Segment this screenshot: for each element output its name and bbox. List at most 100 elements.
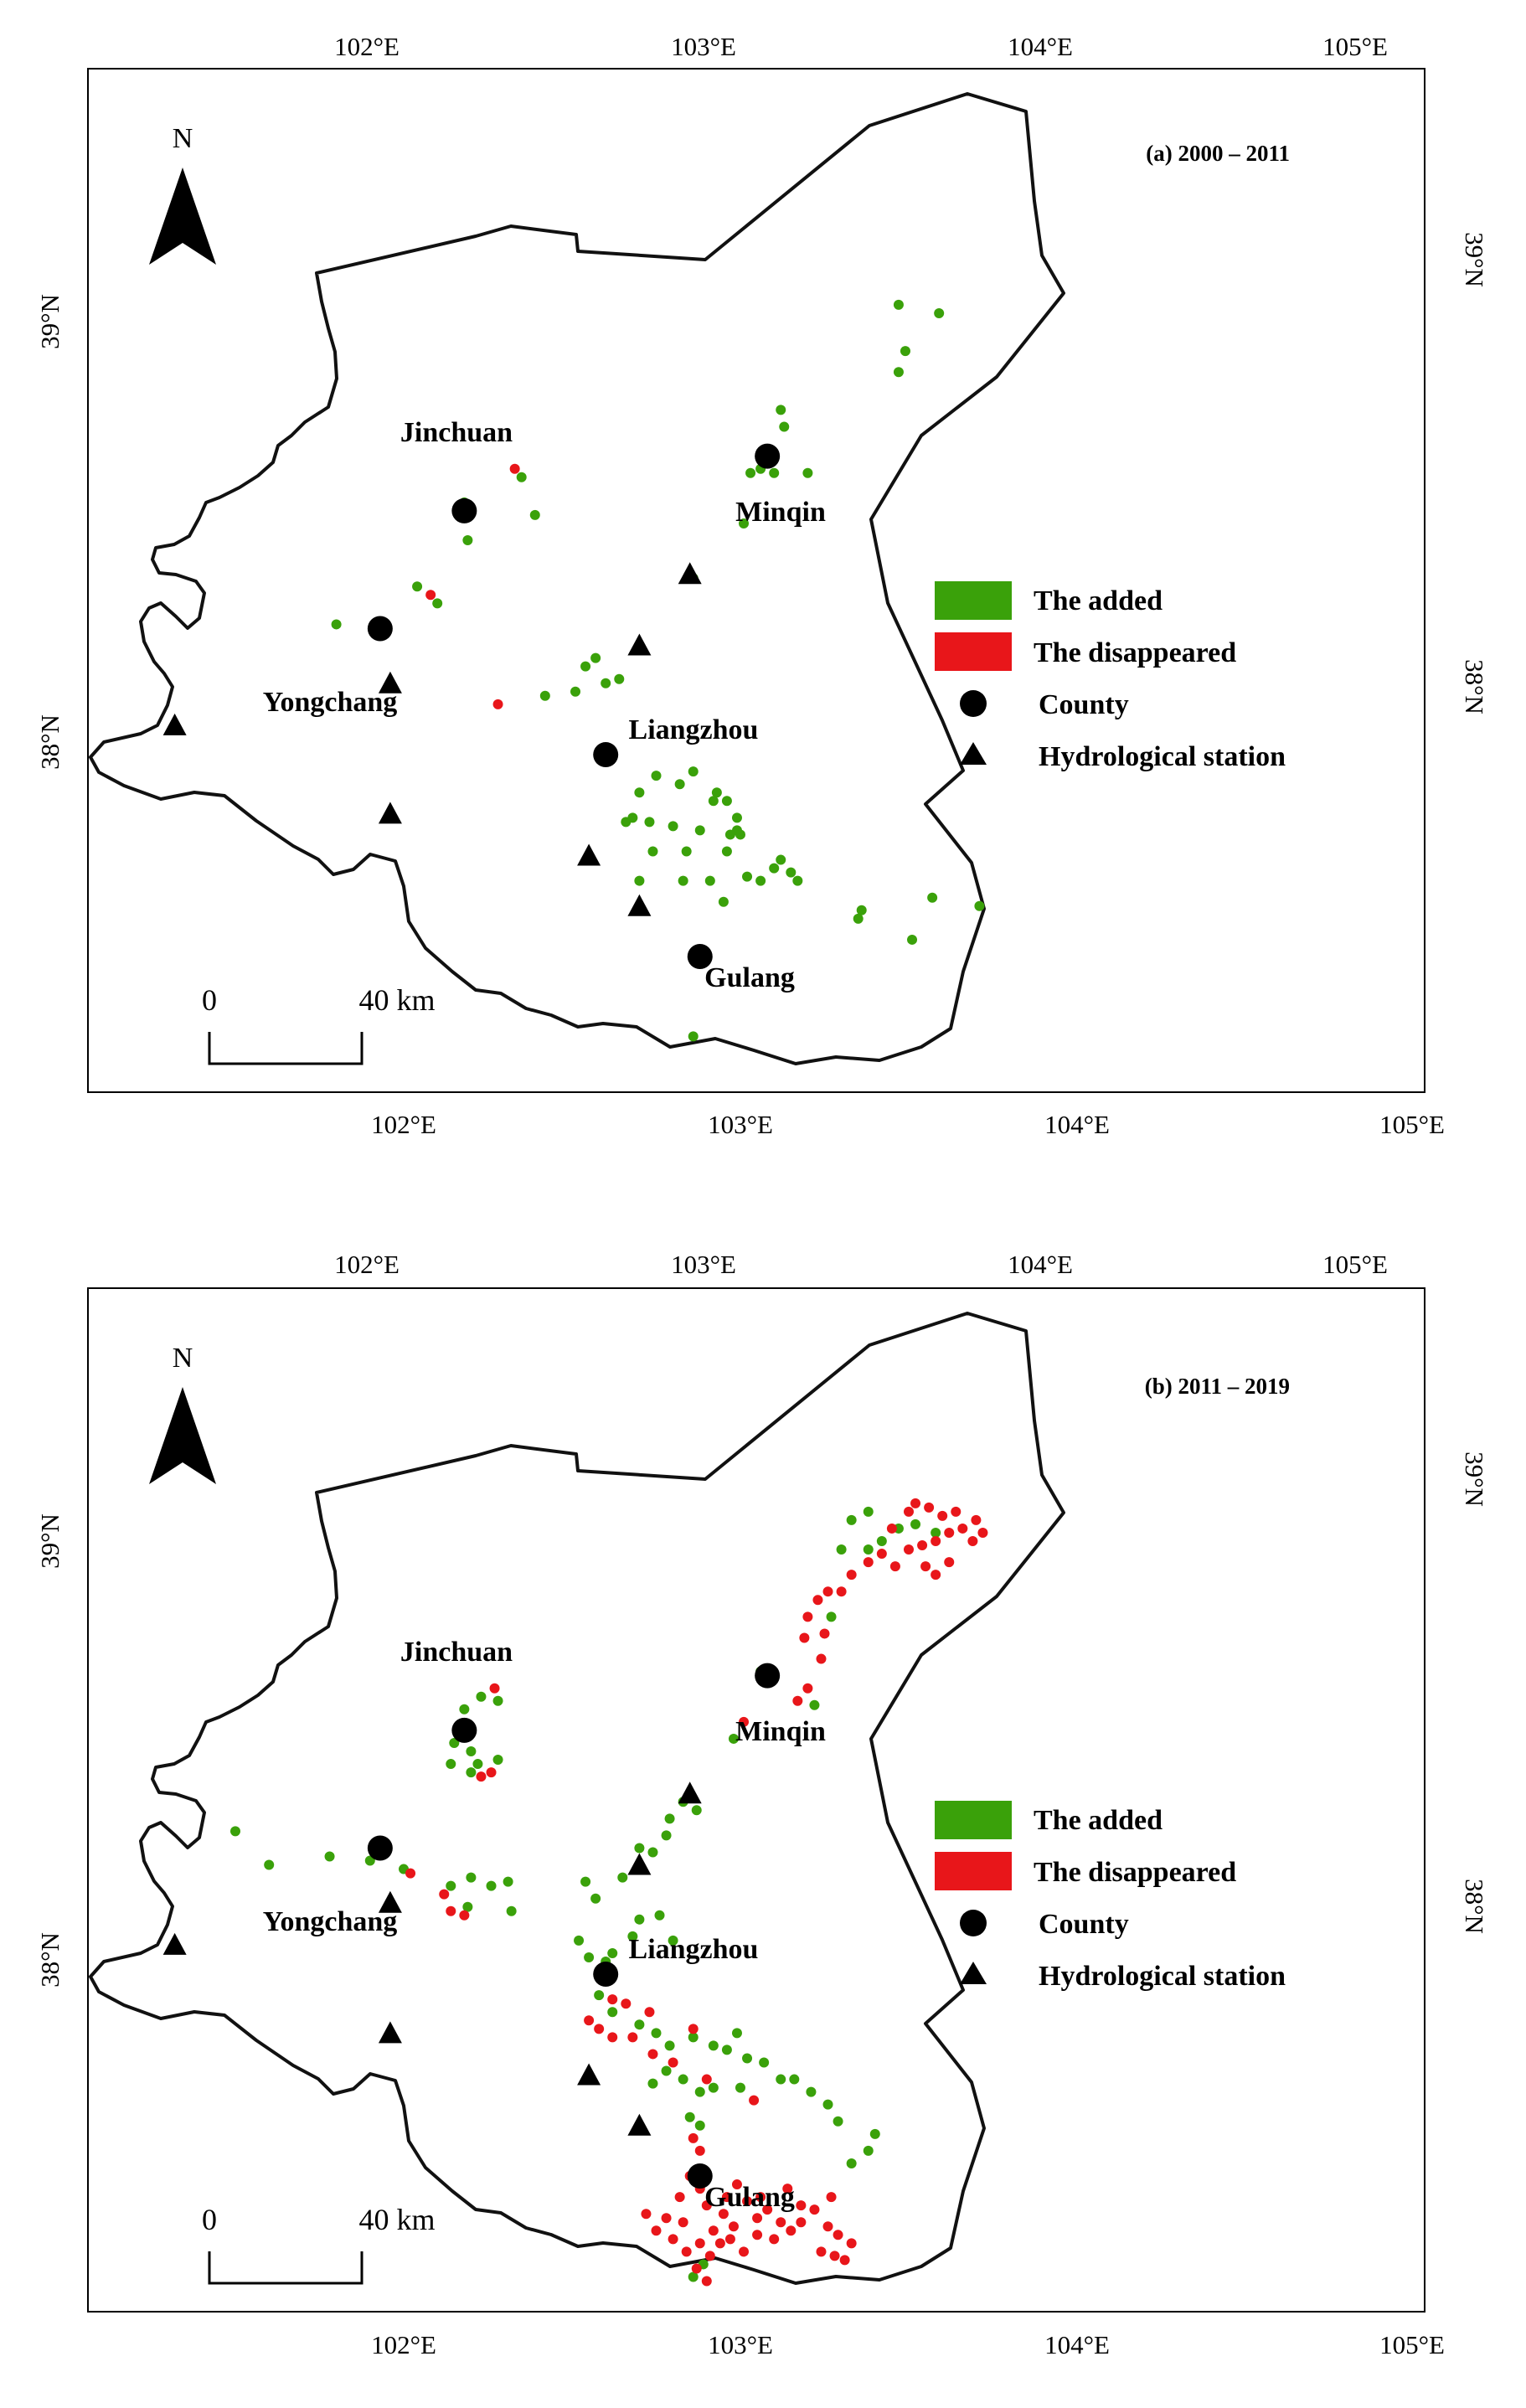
added-point: [735, 2082, 745, 2093]
added-point: [776, 854, 786, 865]
lon-tick-label: 103°E: [708, 2330, 773, 2359]
disappeared-point: [920, 1561, 931, 1572]
disappeared-point: [829, 2251, 840, 2261]
scale-bar-line: [208, 1032, 363, 1065]
added-point: [674, 779, 685, 790]
added-point: [779, 421, 790, 432]
place-label-liangzhou: Liangzhou: [629, 714, 759, 745]
station-marker-icon: [162, 1932, 187, 1955]
disappeared-point: [977, 1527, 988, 1538]
lon-tick-label: 105°E: [1322, 32, 1388, 61]
disappeared-point: [819, 1628, 830, 1639]
place-label-yongchang: Yongchang: [263, 1906, 398, 1937]
disappeared-point: [661, 2213, 672, 2224]
added-point: [230, 1826, 240, 1837]
lon-tick-label: 104°E: [1008, 32, 1073, 61]
disappeared-point: [889, 1561, 900, 1572]
disappeared-point: [718, 2209, 729, 2220]
station-marker-icon: [577, 843, 601, 866]
added-point: [863, 2145, 874, 2156]
scale-bar-end: 40 km: [358, 983, 435, 1017]
added-point: [607, 2007, 618, 2018]
added-point: [776, 2074, 786, 2085]
added-point: [664, 2040, 675, 2051]
added-point: [893, 367, 904, 378]
added-point: [745, 467, 756, 478]
added-point: [769, 863, 780, 874]
disappeared-point: [944, 1557, 955, 1568]
added-point: [708, 2040, 719, 2051]
map-frame: [87, 1287, 1425, 2313]
disappeared-point: [701, 2074, 712, 2085]
added-point: [863, 1544, 874, 1555]
disappeared-point: [816, 1653, 827, 1664]
disappeared-point: [937, 1510, 948, 1521]
north-arrow: N: [149, 1343, 216, 1484]
added-point: [529, 509, 540, 520]
lon-tick-label: 104°E: [1044, 2330, 1110, 2359]
scale-bar-zero: 0: [202, 2203, 217, 2236]
disappeared-point: [724, 2234, 735, 2245]
added-point: [833, 2116, 843, 2127]
added-point: [769, 467, 780, 478]
disappeared-point: [833, 2230, 843, 2240]
disappeared-point: [647, 2049, 658, 2060]
added-point: [934, 307, 945, 318]
disappeared-point: [607, 2032, 618, 2043]
county-marker-yongchang: [367, 1835, 393, 1861]
disappeared-point: [910, 1498, 921, 1508]
added-point: [476, 1691, 487, 1702]
legend-station-icon: [960, 742, 987, 765]
disappeared-point: [749, 2095, 760, 2106]
added-point: [462, 1901, 473, 1912]
panel-title: (a) 2000 – 2011: [1146, 141, 1290, 166]
north-arrow-icon: [149, 168, 216, 265]
place-label-minqin: Minqin: [735, 1716, 826, 1747]
place-label-liangzhou: Liangzhou: [629, 1934, 759, 1965]
county-markers: [367, 1663, 781, 2189]
station-marker-icon: [577, 2063, 601, 2086]
legend-disappeared-swatch: [935, 632, 1012, 671]
station-marker-icon: [162, 713, 187, 735]
added-point: [516, 472, 527, 482]
panel-a: 102°E 103°E 104°E 105°E 102°E 103°E 104°…: [35, 32, 1489, 1139]
added-point: [446, 1759, 456, 1770]
disappeared-point: [799, 1632, 810, 1643]
county-marker-gulang: [687, 944, 713, 970]
disappeared-point: [846, 1570, 857, 1580]
disappeared-point: [509, 463, 520, 474]
added-point: [570, 686, 581, 697]
lat-tick-label: 38°N: [35, 714, 64, 770]
disappeared-point: [446, 1905, 456, 1916]
disappeared-point: [405, 1868, 416, 1879]
added-point: [661, 1830, 672, 1841]
place-label-yongchang: Yongchang: [263, 687, 398, 718]
disappeared-point: [917, 1540, 928, 1551]
added-point: [647, 846, 658, 857]
added-point: [755, 875, 766, 886]
legend: The added The disappeared County Hydrolo…: [935, 581, 1286, 772]
added-point: [634, 1914, 645, 1925]
added-point: [466, 1767, 477, 1778]
legend-station-icon: [960, 1962, 987, 1984]
disappeared-point: [721, 2192, 732, 2203]
lon-tick-label: 105°E: [1379, 1110, 1445, 1139]
added-point: [644, 817, 655, 828]
disappeared-point: [802, 1683, 813, 1694]
disappeared-point: [492, 699, 503, 709]
added-point: [432, 598, 443, 609]
disappeared-wetland-points: [405, 1498, 988, 2287]
added-point: [503, 1876, 513, 1887]
added-point: [614, 673, 625, 684]
added-point: [684, 2112, 695, 2122]
county-marker-yongchang: [367, 616, 393, 642]
added-point: [506, 1905, 517, 1916]
disappeared-point: [681, 2246, 692, 2257]
added-point: [691, 1805, 702, 1816]
added-point: [459, 1704, 470, 1714]
scale-bar-zero: 0: [202, 983, 217, 1017]
disappeared-point: [796, 2217, 807, 2228]
disappeared-point: [971, 1514, 982, 1525]
disappeared-point: [739, 1716, 750, 1727]
